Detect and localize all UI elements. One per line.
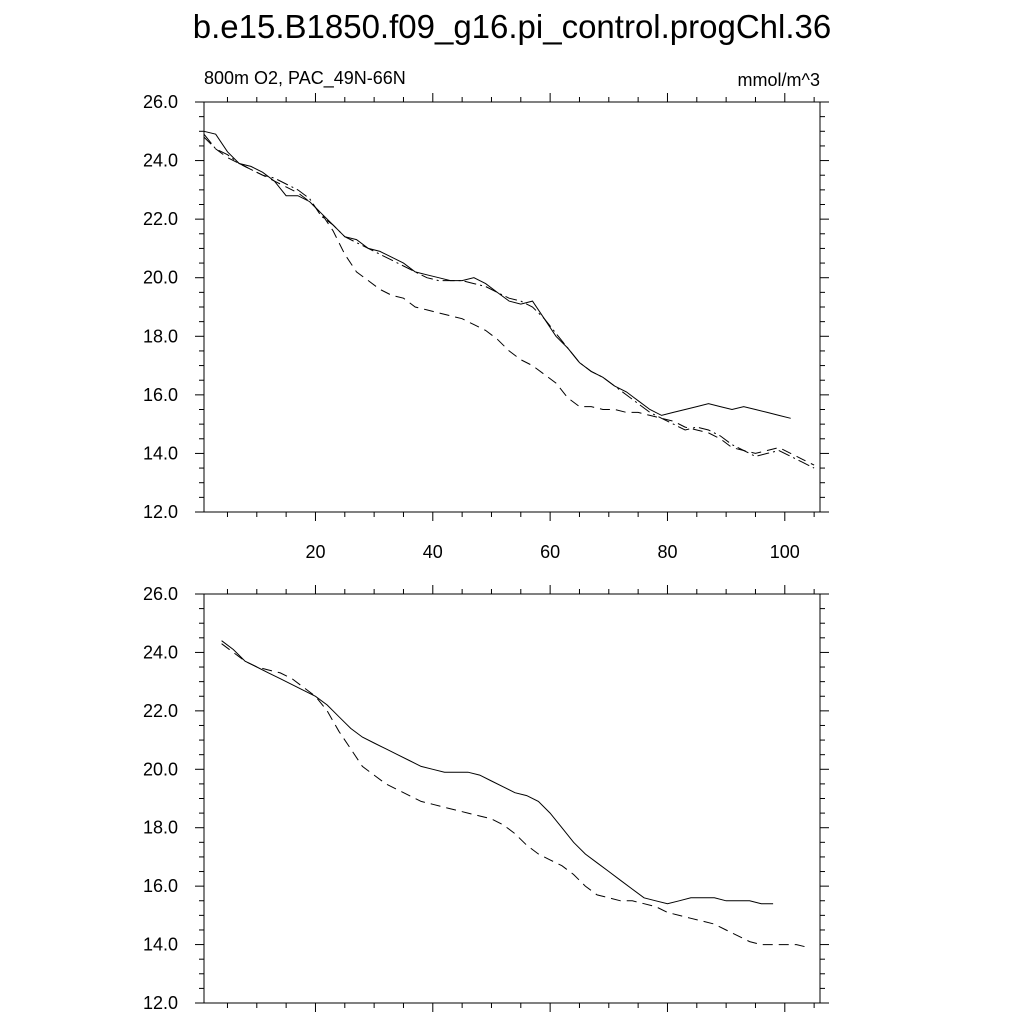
top-series-dash-dot xyxy=(203,133,815,469)
top-x-tick-label: 20 xyxy=(305,542,325,562)
top-y-tick-label: 16.0 xyxy=(143,385,178,405)
top-y-tick-label: 20.0 xyxy=(143,268,178,288)
top-series-solid xyxy=(203,130,791,419)
top-plot-frame xyxy=(203,101,821,513)
chart-title: b.e15.B1850.f09_g16.pi_control.progChl.3… xyxy=(193,8,832,45)
bottom-y-tick-label: 12.0 xyxy=(143,993,178,1013)
bottom-y-tick-label: 20.0 xyxy=(143,759,178,779)
top-y-tick-label: 24.0 xyxy=(143,151,178,171)
top-y-tick-label: 14.0 xyxy=(143,443,178,463)
top-series-dashed xyxy=(203,136,815,466)
bottom-panel: 12.0 14.0 16.0 18.0 20.0 22.0 24.0 26.0 xyxy=(143,584,829,1013)
bottom-y-tick-label: 18.0 xyxy=(143,818,178,838)
top-panel: 800m O2, PAC_49N-66N mmol/m^3 12.0 14.0 16… xyxy=(143,68,829,562)
top-left-title: 800m O2, PAC_49N-66N xyxy=(204,68,406,89)
top-x-tick-label: 40 xyxy=(423,542,443,562)
top-y-tick-label: 26.0 xyxy=(143,92,178,112)
top-y-tick-label: 12.0 xyxy=(143,502,178,522)
bottom-y-tick-label: 22.0 xyxy=(143,701,178,721)
top-right-title: mmol/m^3 xyxy=(738,70,820,90)
top-y-tick-label: 22.0 xyxy=(143,209,178,229)
bottom-y-tick-label: 24.0 xyxy=(143,642,178,662)
bottom-y-tick-label: 16.0 xyxy=(143,876,178,896)
top-x-tick-label: 100 xyxy=(770,542,800,562)
bottom-series-dashed xyxy=(221,643,809,948)
bottom-plot-frame xyxy=(203,593,821,1004)
top-x-tick-label: 60 xyxy=(540,542,560,562)
top-y-tick-label: 18.0 xyxy=(143,326,178,346)
bottom-y-tick-label: 14.0 xyxy=(143,935,178,955)
bottom-y-tick-label: 26.0 xyxy=(143,584,178,604)
bottom-series-solid xyxy=(221,640,774,905)
top-x-tick-label: 80 xyxy=(657,542,677,562)
